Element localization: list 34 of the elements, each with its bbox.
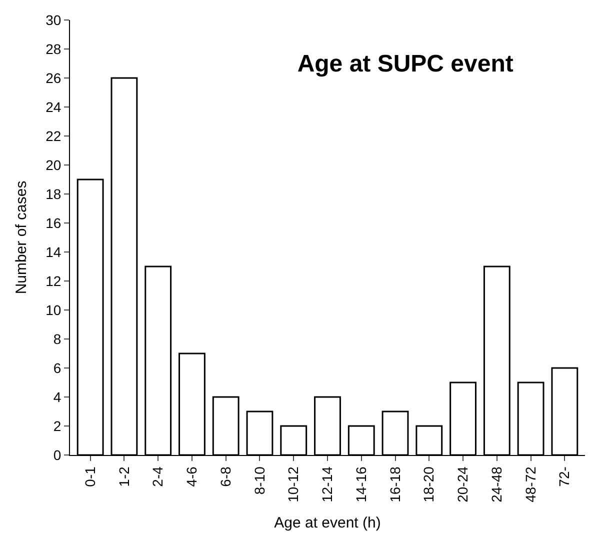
- y-tick-label: 20: [46, 156, 62, 173]
- x-tick-label: 20-24: [454, 466, 471, 502]
- y-tick-label: 24: [46, 98, 62, 115]
- x-axis-title: Age at event (h): [274, 514, 381, 532]
- y-tick-label: 28: [46, 40, 62, 57]
- x-tick-label: 2-4: [150, 466, 166, 487]
- x-tick-label: 10-12: [285, 466, 302, 502]
- x-tick-label: 1-2: [116, 466, 132, 487]
- y-tick-label: 22: [46, 128, 62, 144]
- y-axis-title: Number of cases: [12, 180, 30, 294]
- y-tick-label: 18: [46, 186, 62, 202]
- y-tick-label: 10: [46, 302, 62, 318]
- y-tick-label: 30: [46, 12, 62, 28]
- x-tick-label: 48-72: [522, 466, 538, 502]
- x-tick-label: 0-1: [82, 466, 98, 487]
- x-tick-label: 24-48: [488, 466, 504, 502]
- y-tick-label: 4: [53, 388, 62, 405]
- y-tick-label: 12: [46, 272, 62, 289]
- y-tick-label: 26: [46, 70, 62, 86]
- x-tick-label: 18-20: [420, 466, 437, 502]
- x-tick-label: 6-8: [217, 466, 234, 487]
- x-tick-label: 8-10: [251, 466, 268, 495]
- x-tick-label: 14-16: [352, 466, 369, 502]
- y-tick-label: 6: [53, 360, 62, 376]
- y-tick-label: 2: [53, 418, 62, 434]
- x-tick-label: 12-14: [319, 466, 336, 502]
- y-tick-label: 14: [46, 244, 62, 260]
- x-tick-label: 4-6: [184, 466, 200, 487]
- x-tick-label: 72-: [556, 466, 572, 487]
- x-tick-label: 16-18: [386, 466, 403, 502]
- y-tick-label: 8: [53, 330, 62, 347]
- y-tick-label: 0: [53, 446, 62, 463]
- text: Age at SUPC event: [297, 50, 514, 78]
- y-tick-label: 16: [46, 214, 62, 231]
